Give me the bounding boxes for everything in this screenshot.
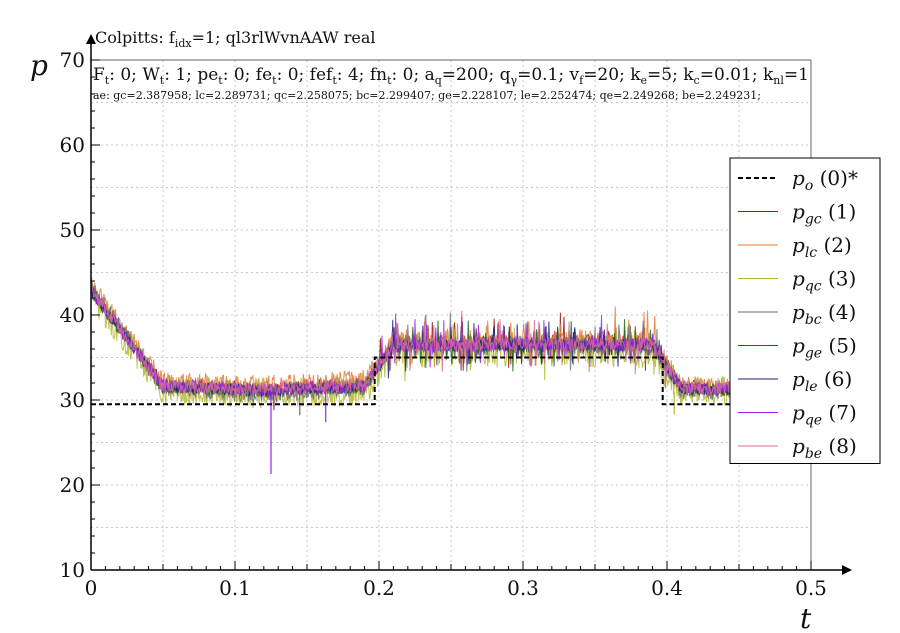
x-axis-label: t <box>800 602 812 633</box>
x-tick-label: 0.3 <box>507 576 539 600</box>
setpoint-line <box>91 356 811 406</box>
y-tick-label: 10 <box>60 558 85 582</box>
y-axis-label: p <box>30 49 48 82</box>
y-tick-label: 50 <box>60 218 85 242</box>
chart-title: Colpitts: fidx=1; ql3rlWvnAAW real <box>95 28 376 50</box>
grid-lines <box>91 59 812 570</box>
series-lines <box>91 277 811 474</box>
y-tick-label: 30 <box>60 388 85 412</box>
legend-label: ple (6) <box>792 367 852 395</box>
legend-label: pqc (3) <box>792 267 856 295</box>
y-tick-label: 20 <box>60 473 85 497</box>
y-tick-label: 70 <box>60 48 85 72</box>
x-tick-label: 0.1 <box>219 576 251 600</box>
legend-label: plc (2) <box>792 233 852 261</box>
legend-label: pbe (8) <box>792 434 857 462</box>
y-tick-label: 40 <box>60 303 85 327</box>
x-axis-arrow <box>842 565 852 575</box>
legend: po (0)* pgc (1) plc (2) pqc (3) pbc (4) pge (… <box>729 157 881 464</box>
ae-metrics-line: ae: gc=2.387958; lc=2.289731; qc=2.25807… <box>93 89 761 102</box>
parameter-line: Ft: 0; Wt: 1; pet: 0; fet: 0; feft: 4; f… <box>93 65 809 87</box>
y-axis-arrow <box>86 34 96 44</box>
tick-labels: 0 0.1 0.2 0.3 0.4 0.5 10 20 30 40 50 60 70 <box>60 48 827 600</box>
x-tick-label: 0.5 <box>795 576 827 600</box>
legend-label: po (0)* <box>792 166 858 194</box>
legend-label: pge (5) <box>792 334 857 362</box>
axes <box>86 34 852 575</box>
series-line <box>91 285 811 398</box>
x-tick-label: 0 <box>85 576 98 600</box>
y-tick-label: 60 <box>60 133 85 157</box>
legend-label: pqe (7) <box>792 401 857 429</box>
legend-label: pbc (4) <box>792 300 856 328</box>
legend-label: pgc (1) <box>792 200 856 228</box>
x-tick-label: 0.2 <box>363 576 395 600</box>
x-tick-label: 0.4 <box>651 576 683 600</box>
